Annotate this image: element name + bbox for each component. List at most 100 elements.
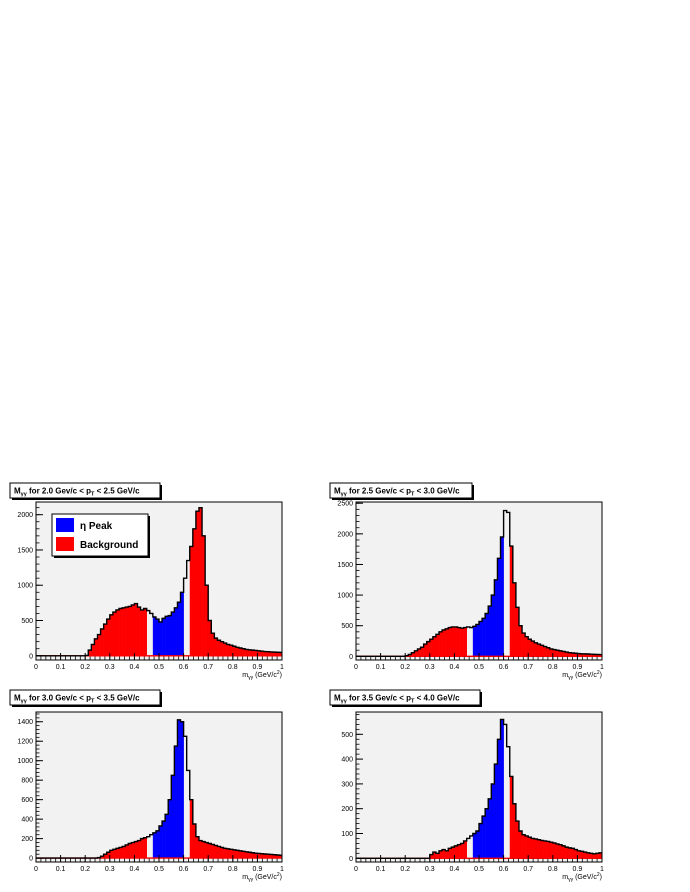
histogram-bar: [162, 618, 166, 656]
histogram-bar: [525, 835, 529, 859]
x-tick-label: 1: [600, 664, 604, 671]
x-tick-label: 1: [280, 664, 284, 671]
histogram-bar: [442, 849, 446, 859]
legend-swatch: [56, 518, 74, 532]
x-tick-label: 0.6: [499, 866, 509, 873]
y-tick-label: 1000: [17, 583, 33, 590]
histogram-bar: [263, 854, 267, 859]
x-tick-label: 0.8: [548, 664, 558, 671]
x-tick-label: 0.3: [105, 664, 115, 671]
histogram-bar: [574, 653, 578, 657]
histogram-bar: [595, 654, 600, 657]
histogram-bar: [248, 649, 252, 656]
x-tick-label: 0.3: [105, 866, 115, 873]
x-tick-label: 0.9: [573, 664, 583, 671]
title-box: [9, 482, 161, 499]
histogram-bar: [448, 627, 452, 657]
x-tick-label: 0.9: [253, 866, 263, 873]
histogram-bar: [122, 846, 126, 859]
histogram-bar: [220, 847, 224, 859]
histogram-bar: [518, 625, 523, 657]
histogram-bar: [140, 609, 144, 656]
histogram-bar: [152, 832, 157, 859]
histogram-bar: [488, 606, 492, 657]
histogram-bar: [140, 838, 144, 859]
histogram-bar: [238, 648, 243, 656]
histogram-bar: [272, 854, 277, 859]
x-tick-label: 0.4: [130, 866, 140, 873]
histogram-bar: [429, 639, 434, 657]
histogram-bar: [195, 836, 200, 859]
histogram-bar: [485, 808, 489, 859]
histogram-bar: [226, 848, 231, 859]
histogram-bar: [97, 634, 101, 656]
histogram-bar: [475, 624, 480, 657]
histogram-bar: [122, 607, 126, 656]
x-tick-label: 0.8: [228, 866, 238, 873]
histogram-bar: [94, 638, 98, 656]
histogram-bar: [482, 618, 486, 657]
histogram-bar: [549, 842, 554, 859]
histogram-bar: [442, 629, 446, 657]
histogram-bar: [91, 644, 95, 656]
histogram-bar: [472, 626, 477, 657]
histogram-outline: [36, 506, 282, 657]
histogram-bar: [192, 528, 197, 656]
histogram-bar: [534, 838, 538, 859]
y-tick-label: 400: [341, 757, 353, 764]
histogram-bar: [592, 654, 597, 657]
histogram-bar: [128, 606, 132, 656]
histogram-bar: [528, 639, 532, 657]
histogram-bar: [220, 641, 224, 656]
histogram-bar: [152, 616, 157, 656]
x-tick-label: 0.8: [548, 866, 558, 873]
histogram-bar: [552, 842, 557, 859]
histogram-bar: [485, 613, 489, 657]
histogram-bar: [494, 579, 498, 657]
histogram-bar: [109, 614, 114, 656]
histogram-bar: [115, 848, 120, 859]
y-tick-label: 1500: [17, 547, 33, 554]
histogram-bar: [515, 607, 520, 657]
histogram-bar: [174, 607, 178, 656]
x-tick-label: 0.4: [130, 664, 140, 671]
histogram-bar: [552, 649, 557, 657]
histogram-bar: [112, 612, 117, 656]
histogram-bar: [540, 840, 544, 859]
x-tick-label: 0.6: [179, 866, 189, 873]
histogram-bar: [112, 849, 117, 859]
histogram-bar: [475, 831, 480, 859]
histogram-bar: [192, 824, 197, 859]
histogram-bar: [445, 850, 449, 859]
x-tick-label: 0: [34, 866, 38, 873]
y-tick-label: 2000: [17, 512, 33, 519]
histogram-bar: [211, 633, 215, 656]
histogram-bar: [235, 850, 240, 859]
y-tick-label: 0: [29, 653, 33, 660]
histogram-bar: [251, 650, 255, 656]
histogram-bar: [531, 838, 535, 859]
histogram-bar: [525, 636, 529, 657]
histogram-bar: [198, 840, 203, 859]
histogram-bar: [208, 620, 212, 656]
histogram-bar: [134, 603, 138, 656]
histogram-bar: [512, 803, 517, 859]
histogram-bar: [103, 854, 108, 859]
histogram-bar: [238, 850, 243, 859]
histogram-bar: [189, 799, 194, 859]
histogram-bar: [115, 609, 120, 656]
histogram-bar: [435, 634, 440, 657]
histogram-bar: [257, 853, 261, 859]
histogram-bar: [278, 855, 283, 859]
x-tick-label: 0.5: [474, 664, 484, 671]
histogram-bar: [543, 840, 547, 859]
histogram-bar: [232, 849, 237, 859]
histogram-bar: [408, 654, 412, 657]
histogram-panel-3: 0 200 400 600 800 1000 1200 1400 0 0.1 0.2 0.3 0.4 0.…: [9, 689, 284, 883]
histogram-bar: [106, 619, 111, 656]
y-tick-label: 0: [349, 654, 353, 661]
x-tick-label: 0.5: [154, 664, 164, 671]
histogram-bar: [242, 648, 246, 656]
legend-label: Background: [80, 540, 138, 551]
